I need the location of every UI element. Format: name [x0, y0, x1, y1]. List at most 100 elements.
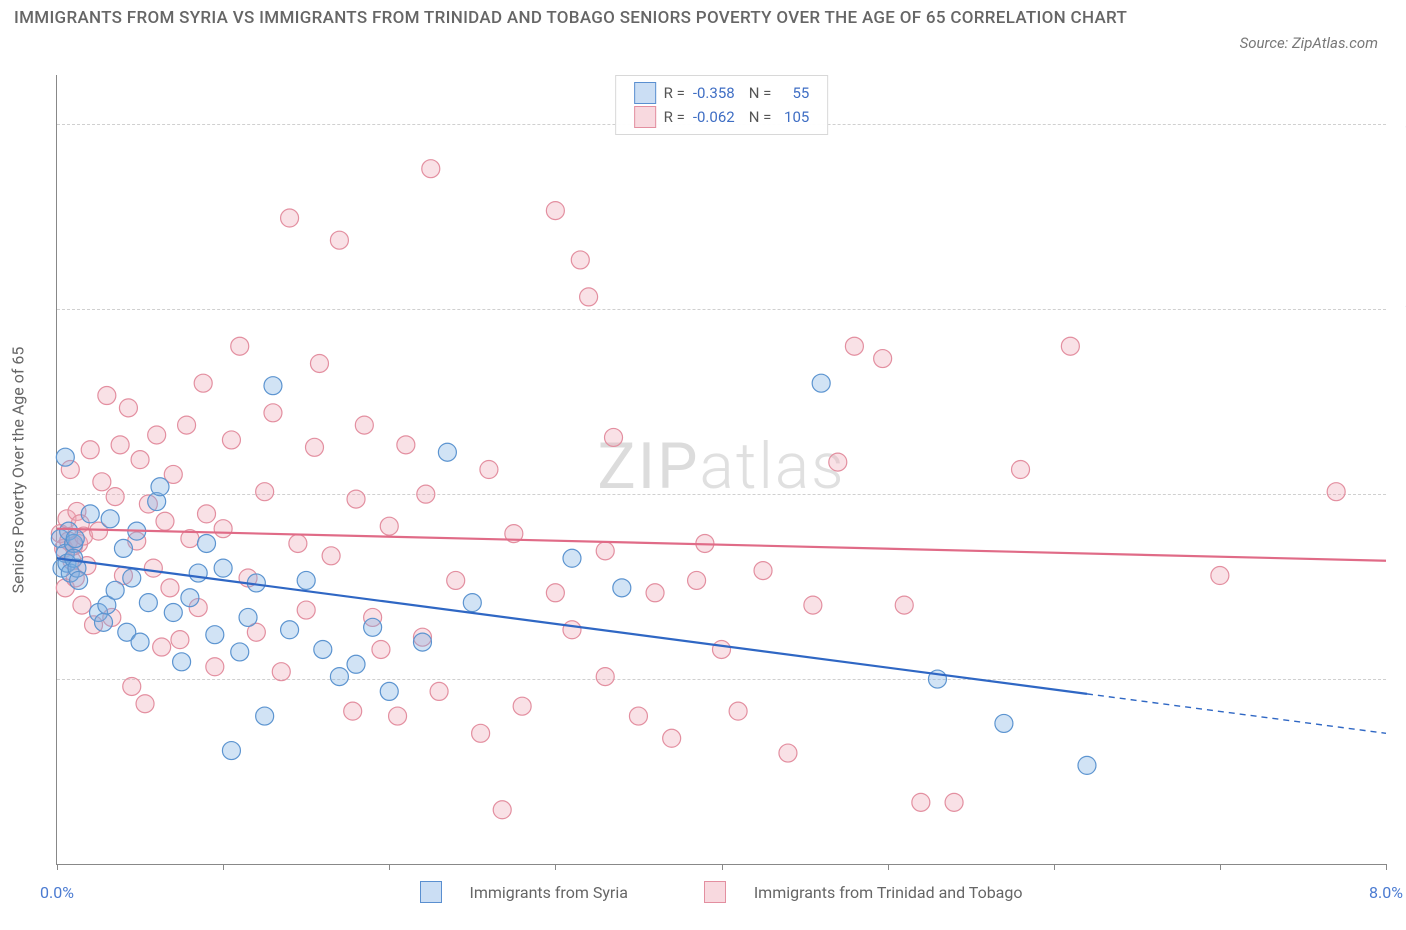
scatter-point [1078, 756, 1096, 774]
scatter-point [330, 231, 348, 249]
x-tick [57, 864, 58, 870]
plot-frame: ZIPatlas R = -0.358 N = 55 R = -0.062 N … [56, 75, 1386, 865]
scatter-point [563, 549, 581, 567]
scatter-point [144, 559, 162, 577]
scatter-point [314, 640, 332, 658]
scatter-point [153, 638, 171, 656]
scatter-point [397, 436, 415, 454]
title-row: IMMIGRANTS FROM SYRIA VS IMMIGRANTS FROM… [14, 4, 1392, 33]
scatter-point [161, 579, 179, 597]
scatter-point [231, 643, 249, 661]
r-value-2: -0.062 [689, 105, 739, 129]
scatter-point [264, 377, 282, 395]
scatter-point [123, 569, 141, 587]
scatter-point [546, 584, 564, 602]
scatter-point [239, 608, 257, 626]
r-label-1: R = [660, 81, 689, 105]
scatter-point [181, 589, 199, 607]
scatter-point [430, 682, 448, 700]
scatter-point [81, 505, 99, 523]
scatter-point [310, 354, 328, 372]
source-attribution: Source: ZipAtlas.com [1240, 34, 1378, 52]
scatter-point [322, 547, 340, 565]
legend-series-2: Immigrants from Trinidad and Tobago [754, 883, 1023, 902]
scatter-point [380, 517, 398, 535]
scatter-svg [57, 75, 1386, 864]
y-axis-title: Seniors Poverty Over the Age of 65 [9, 347, 28, 594]
scatter-point [95, 613, 113, 631]
scatter-point [214, 559, 232, 577]
scatter-point [1327, 483, 1345, 501]
swatch-pink-icon [634, 106, 656, 128]
x-tick [389, 864, 390, 870]
scatter-point [106, 581, 124, 599]
scatter-point [829, 453, 847, 471]
scatter-point [347, 655, 365, 673]
scatter-point [729, 702, 747, 720]
scatter-point [123, 677, 141, 695]
scatter-point [596, 542, 614, 560]
scatter-point [330, 668, 348, 686]
scatter-point [214, 520, 232, 538]
scatter-point [206, 658, 224, 676]
scatter-point [364, 618, 382, 636]
scatter-point [198, 505, 216, 523]
scatter-point [438, 443, 456, 461]
scatter-point [372, 640, 390, 658]
scatter-point [417, 485, 435, 503]
scatter-point [380, 682, 398, 700]
scatter-point [101, 510, 119, 528]
scatter-point [605, 428, 623, 446]
scatter-point [231, 337, 249, 355]
scatter-point [1211, 567, 1229, 585]
scatter-point [874, 350, 892, 368]
swatch-pink-icon [704, 881, 726, 903]
scatter-point [131, 451, 149, 469]
scatter-point [688, 571, 706, 589]
scatter-point [164, 604, 182, 622]
scatter-point [480, 461, 498, 479]
scatter-point [995, 714, 1013, 732]
scatter-point [256, 707, 274, 725]
scatter-point [447, 571, 465, 589]
scatter-point [93, 473, 111, 491]
scatter-point [779, 744, 797, 762]
scatter-point [347, 490, 365, 508]
r-label-2: R = [660, 105, 689, 129]
scatter-point [413, 633, 431, 651]
scatter-point [98, 387, 116, 405]
scatter-point [563, 621, 581, 639]
n-label-2: N = [739, 105, 776, 129]
scatter-point [389, 707, 407, 725]
scatter-point [297, 571, 315, 589]
scatter-point [106, 488, 124, 506]
scatter-point [1061, 337, 1079, 355]
scatter-point [73, 596, 91, 614]
scatter-point [256, 483, 274, 501]
scatter-point [136, 695, 154, 713]
scatter-point [297, 601, 315, 619]
scatter-point [281, 209, 299, 227]
x-tick [223, 864, 224, 870]
scatter-point [812, 374, 830, 392]
series-legend: Immigrants from Syria Immigrants from Tr… [56, 881, 1386, 903]
scatter-point [70, 571, 88, 589]
plot-area: Seniors Poverty Over the Age of 65 ZIPat… [56, 75, 1386, 865]
scatter-point [281, 621, 299, 639]
x-tick [1054, 864, 1055, 870]
scatter-point [139, 594, 157, 612]
x-tick [888, 864, 889, 870]
swatch-blue-icon [634, 82, 656, 104]
scatter-point [596, 668, 614, 686]
scatter-point [663, 729, 681, 747]
scatter-point [272, 663, 290, 681]
x-tick [555, 864, 556, 870]
scatter-point [1012, 461, 1030, 479]
scatter-point [178, 416, 196, 434]
scatter-point [945, 793, 963, 811]
x-tick [1386, 864, 1387, 870]
correlation-legend: R = -0.358 N = 55 R = -0.062 N = 105 [615, 75, 829, 135]
scatter-point [171, 631, 189, 649]
scatter-point [613, 579, 631, 597]
scatter-point [194, 374, 212, 392]
